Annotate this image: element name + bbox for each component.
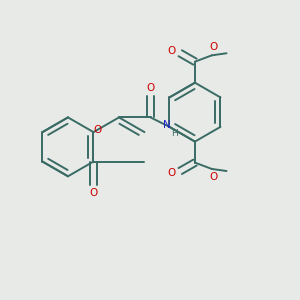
Text: O: O — [210, 172, 218, 182]
Text: O: O — [94, 125, 102, 135]
Text: O: O — [168, 168, 176, 178]
Text: H: H — [171, 129, 178, 138]
Text: O: O — [168, 46, 176, 56]
Text: O: O — [89, 188, 98, 198]
Text: O: O — [146, 83, 154, 93]
Text: O: O — [210, 42, 218, 52]
Text: N: N — [164, 120, 171, 130]
